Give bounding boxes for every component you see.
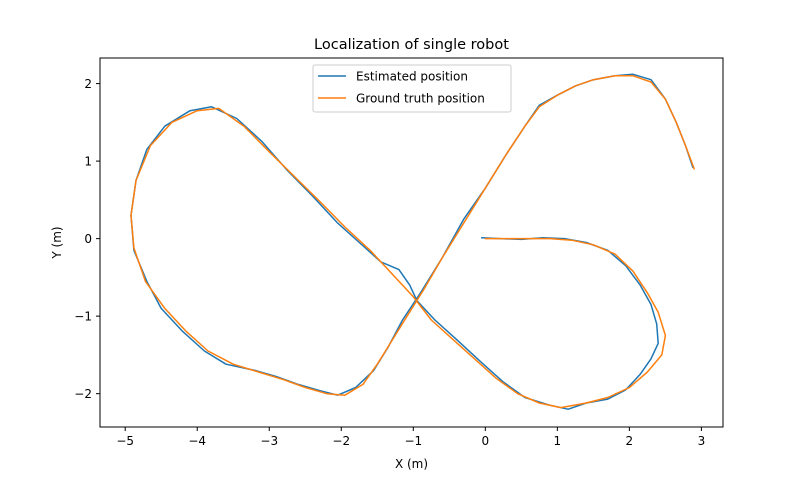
- y-tick-label: 0: [84, 232, 92, 246]
- x-tick-label: 0: [482, 434, 490, 448]
- y-axis-ticks: −2 −1 0 1 2: [74, 77, 100, 401]
- y-tick-label: −2: [74, 387, 92, 401]
- x-tick-label: −3: [260, 434, 278, 448]
- y-axis-label: Y (m): [50, 226, 64, 259]
- x-tick-label: −4: [188, 434, 206, 448]
- x-tick-label: 3: [698, 434, 706, 448]
- x-tick-label: 2: [626, 434, 634, 448]
- y-tick-label: 1: [84, 155, 92, 169]
- x-tick-label: −1: [404, 434, 422, 448]
- y-tick-label: −1: [74, 310, 92, 324]
- series-line-estimated: [130, 73, 694, 410]
- x-axis-ticks: −5 −4 −3 −2 −1 0 1 2 3: [116, 427, 705, 448]
- chart-title: Localization of single robot: [314, 37, 509, 53]
- x-tick-label: −2: [332, 434, 350, 448]
- x-axis-label: X (m): [395, 457, 428, 471]
- plot-frame: [99, 57, 724, 428]
- y-tick-label: 2: [84, 77, 92, 91]
- x-tick-label: 1: [554, 434, 562, 448]
- plot-series-group: [130, 73, 695, 410]
- legend-box: [312, 64, 512, 113]
- legend-label-estimated: Estimated position: [356, 70, 468, 84]
- x-tick-label: −5: [116, 434, 134, 448]
- legend-label-ground-truth: Ground truth position: [356, 92, 485, 106]
- legend: Estimated position Ground truth position: [312, 64, 512, 113]
- series-line-ground-truth: [130, 75, 695, 409]
